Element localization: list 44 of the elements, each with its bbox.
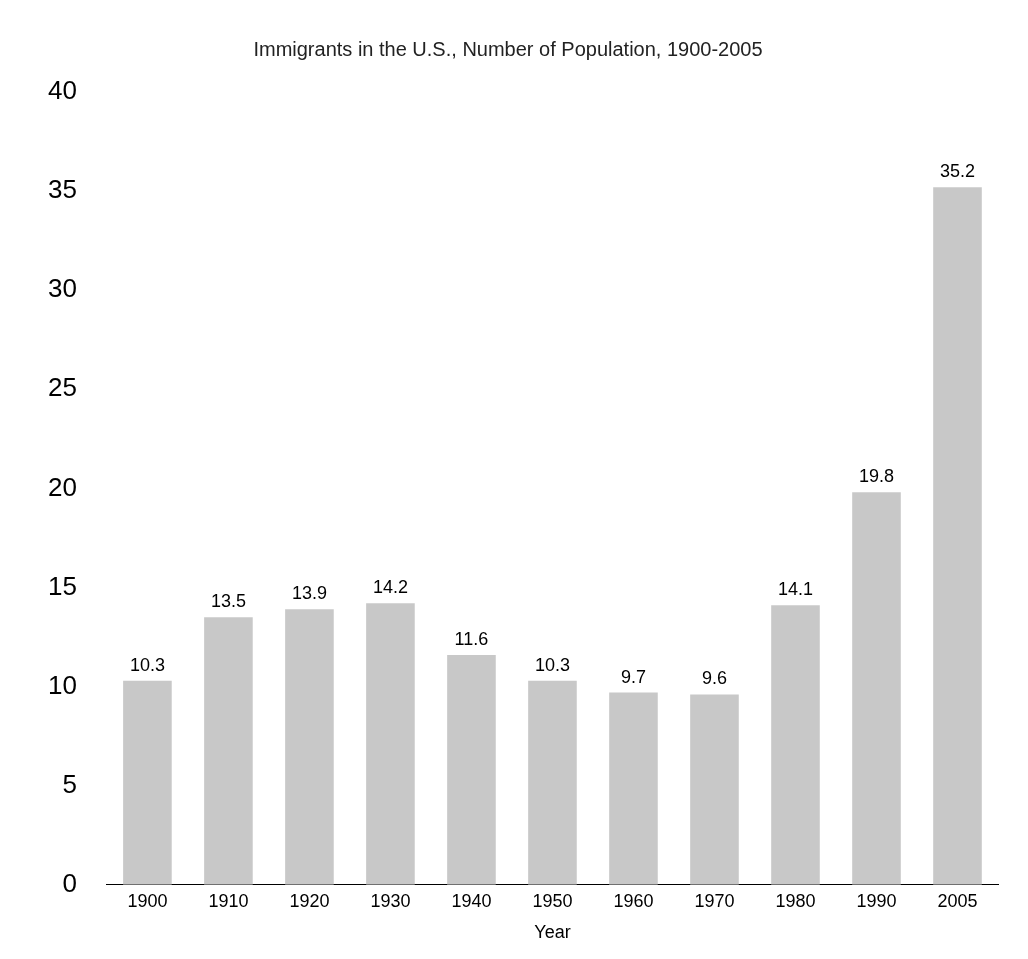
x-tick-label: 1920 [289,890,330,911]
y-tick-label: 20 [48,471,77,502]
bar [933,187,982,885]
x-tick-label: 1940 [451,890,492,911]
bar [609,692,658,885]
x-axis-title: Year [534,922,571,943]
data-label: 19.8 [858,466,895,487]
data-label: 14.1 [777,579,814,600]
data-label: 11.6 [454,628,489,649]
x-tick-label: 1950 [532,890,573,911]
y-tick-label: 5 [62,768,77,799]
x-tick-label: 1990 [856,890,897,911]
data-label: 9.7 [620,666,646,687]
y-tick-label: 10 [48,669,77,700]
bar [447,654,496,885]
data-label: 10.3 [129,654,165,675]
x-tick-label: 1910 [208,890,249,911]
y-tick-label: 25 [48,372,77,403]
x-tick-label: 1930 [370,890,411,911]
chart-title: Immigrants in the U.S., Number of Population, 1900-2005 [253,37,763,60]
y-tick-label: 15 [48,570,77,601]
data-label: 13.5 [210,591,246,612]
bar [204,617,253,885]
x-tick-label: 1900 [127,890,168,911]
data-label: 9.6 [701,668,727,689]
data-label: 35.2 [939,161,976,182]
x-tick-label: 2005 [937,890,978,911]
bar [771,605,820,885]
data-label: 10.3 [534,654,570,675]
bar [366,603,415,885]
bar [123,680,172,885]
data-label: 14.2 [372,577,408,598]
bar [690,694,739,885]
bar [852,492,901,885]
x-tick-label: 1960 [613,890,654,911]
bar [528,680,577,885]
x-tick-label: 1970 [694,890,735,911]
x-tick-label: 1980 [775,890,816,911]
y-tick-label: 30 [48,273,77,304]
y-tick-label: 0 [62,867,77,898]
bar [285,609,334,885]
y-tick-label: 40 [48,75,77,106]
y-tick-label: 35 [48,174,77,205]
data-label: 13.9 [291,583,327,604]
